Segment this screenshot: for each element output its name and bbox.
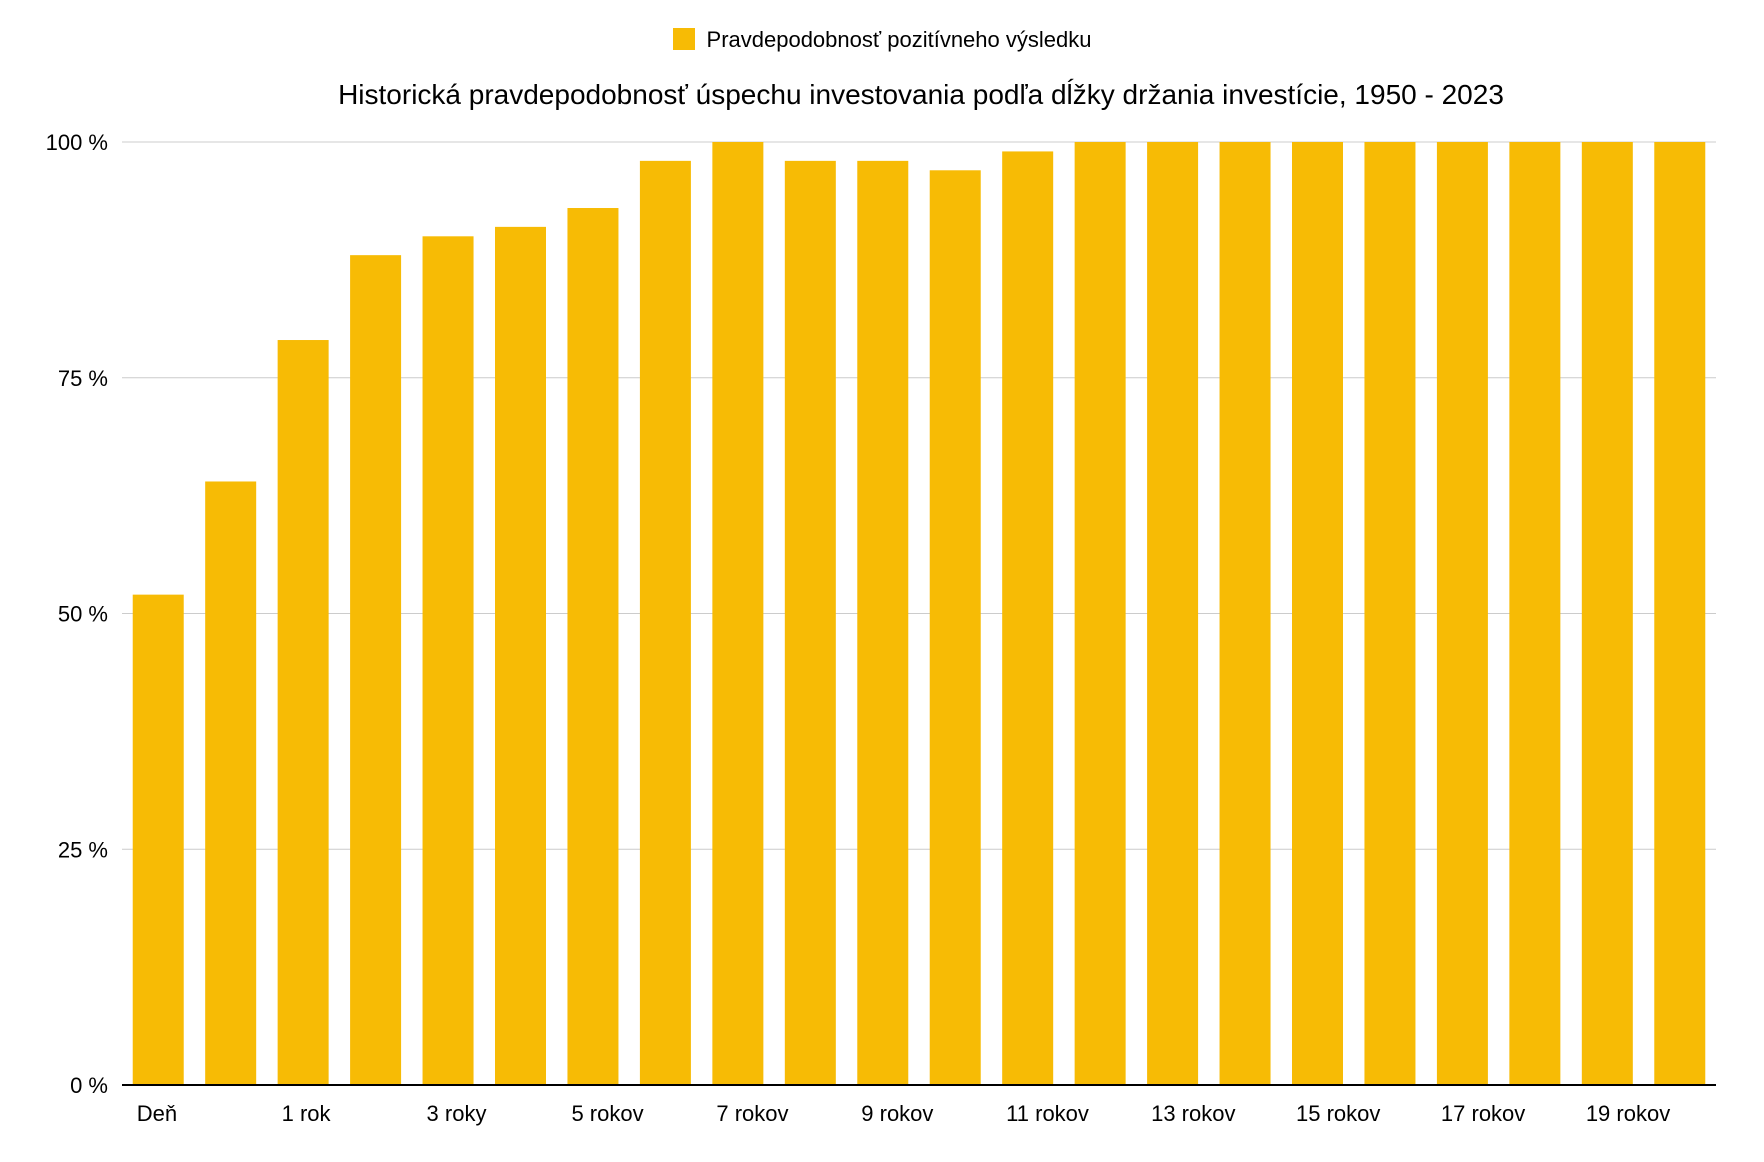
x-tick-label: 15 rokov [1296,1101,1380,1126]
bar [205,481,257,1086]
bar [1509,142,1561,1085]
legend-swatch [672,28,695,50]
bar [132,594,184,1085]
chart-title: Historická pravdepodobnosť úspechu inves… [338,79,1504,110]
bar [1292,142,1343,1085]
legend: Pravdepodobnosť pozitívneho výsledku [0,26,1764,54]
bar [277,340,329,1085]
x-tick-label: 13 rokov [1151,1101,1235,1126]
y-tick-label: 50 % [58,602,108,627]
y-tick-label: 0 % [70,1073,108,1098]
y-tick-label: 25 % [58,837,108,862]
x-tick-label: 7 rokov [716,1101,788,1126]
x-tick-label: 3 roky [427,1101,487,1126]
bar [1654,142,1706,1085]
bar [712,142,764,1085]
bar [1436,142,1488,1085]
x-tick-label: 9 rokov [861,1101,933,1126]
x-tick-label: 19 rokov [1586,1101,1670,1126]
bar [639,160,691,1086]
x-tick-label: 11 rokov [1006,1101,1089,1126]
x-tick-label: Deň [137,1101,177,1126]
x-tick-label: 5 rokov [571,1101,643,1126]
y-tick-label: 100 % [46,130,108,155]
bar [350,255,402,1085]
bar [929,170,981,1086]
bar [1219,142,1271,1085]
bar [857,160,909,1086]
y-tick-label: 75 % [58,366,108,391]
x-tick-label: 17 rokov [1441,1101,1525,1126]
bar [1147,142,1199,1085]
bar [1581,142,1633,1085]
bar [1074,142,1126,1085]
bar [567,208,619,1085]
bar [495,226,546,1085]
bar [1364,142,1416,1085]
x-tick-label: 1 rok [282,1101,332,1126]
bar [422,236,474,1086]
bar [784,160,836,1086]
legend-label: Pravdepodobnosť pozitívneho výsledku [706,27,1092,52]
bar [1002,151,1054,1085]
